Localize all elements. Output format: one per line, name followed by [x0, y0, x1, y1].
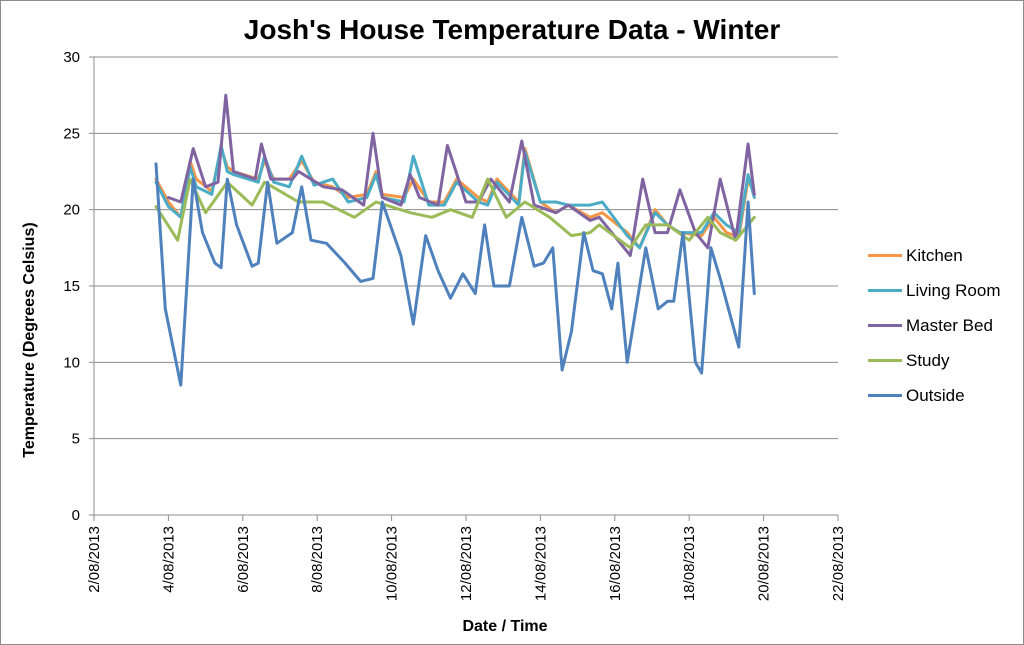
y-tick-label: 30 — [63, 49, 80, 66]
legend-swatch — [868, 324, 902, 327]
series-line-outside — [154, 162, 756, 387]
legend-item: Study — [868, 343, 1001, 378]
y-tick-label: 10 — [63, 354, 80, 371]
y-axis-title: Temperature (Degrees Celsius) — [21, 222, 38, 457]
series-line-master-bed — [166, 93, 756, 257]
legend-swatch — [868, 359, 902, 362]
x-tick-label: 2/08/2013 — [86, 526, 103, 593]
legend-item: Living Room — [868, 273, 1001, 308]
x-tick-label: 20/08/2013 — [756, 526, 773, 601]
legend-label: Kitchen — [906, 245, 963, 265]
legend-label: Study — [906, 350, 950, 370]
series-line-study — [154, 177, 756, 250]
legend-swatch — [868, 254, 902, 257]
chart-legend: Kitchen Living Room Master Bed Study Outside — [868, 238, 1001, 413]
y-tick-label: 5 — [72, 431, 80, 448]
legend-item: Outside — [868, 378, 1001, 413]
y-tick-label: 20 — [63, 202, 80, 219]
x-tick-label: 18/08/2013 — [681, 526, 698, 601]
legend-label: Living Room — [906, 280, 1001, 300]
x-tick-label: 14/08/2013 — [532, 526, 549, 601]
x-tick-label: 8/08/2013 — [309, 526, 326, 593]
legend-swatch — [868, 289, 902, 292]
x-tick-label: 4/08/2013 — [160, 526, 177, 593]
legend-label: Master Bed — [906, 315, 993, 335]
x-tick-label: 10/08/2013 — [384, 526, 401, 601]
x-axis-title: Date / Time — [462, 618, 547, 635]
y-tick-label: 25 — [63, 125, 80, 142]
legend-item: Kitchen — [868, 238, 1001, 273]
x-tick-label: 12/08/2013 — [458, 526, 475, 601]
y-tick-label: 15 — [63, 278, 80, 295]
chart-title: Josh's House Temperature Data - Winter — [243, 14, 781, 45]
x-tick-label: 6/08/2013 — [235, 526, 252, 593]
legend-label: Outside — [906, 385, 965, 405]
x-tick-label: 16/08/2013 — [607, 526, 624, 601]
x-tick-label: 22/08/2013 — [830, 526, 847, 601]
legend-item: Master Bed — [868, 308, 1001, 343]
legend-swatch — [868, 394, 902, 397]
y-tick-label: 0 — [72, 507, 80, 524]
